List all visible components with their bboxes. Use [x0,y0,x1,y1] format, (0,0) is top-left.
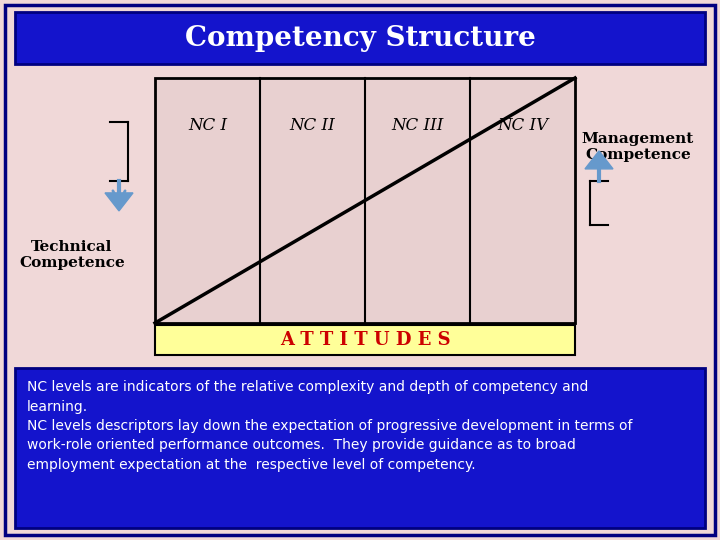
Text: NC II: NC II [289,118,336,134]
Text: NC IV: NC IV [497,118,548,134]
Text: Competency Structure: Competency Structure [184,24,536,51]
Bar [155,325,575,355]
Text: A T T I T U D E S: A T T I T U D E S [279,331,450,349]
Bar [15,368,705,528]
Text: Technical
Competence: Technical Competence [19,240,125,270]
Text: Management
Competence: Management Competence [582,132,694,161]
Bar [15,12,705,64]
Text: NC III: NC III [391,118,444,134]
Polygon shape [105,193,133,211]
Text: NC I: NC I [188,118,227,134]
Text: NC levels are indicators of the relative complexity and depth of competency and
: NC levels are indicators of the relative… [27,380,632,472]
Bar [155,78,575,323]
Polygon shape [585,151,613,169]
